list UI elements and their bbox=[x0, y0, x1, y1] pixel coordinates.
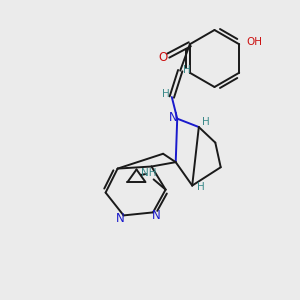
Text: H: H bbox=[162, 89, 170, 99]
Text: OH: OH bbox=[247, 37, 263, 47]
Text: H: H bbox=[197, 182, 205, 192]
Text: N: N bbox=[169, 111, 178, 124]
Text: H: H bbox=[202, 117, 210, 127]
Text: N: N bbox=[116, 212, 125, 225]
Text: NH: NH bbox=[141, 167, 156, 178]
Text: H: H bbox=[183, 65, 191, 75]
Text: O: O bbox=[158, 51, 167, 64]
Text: N: N bbox=[152, 209, 161, 222]
